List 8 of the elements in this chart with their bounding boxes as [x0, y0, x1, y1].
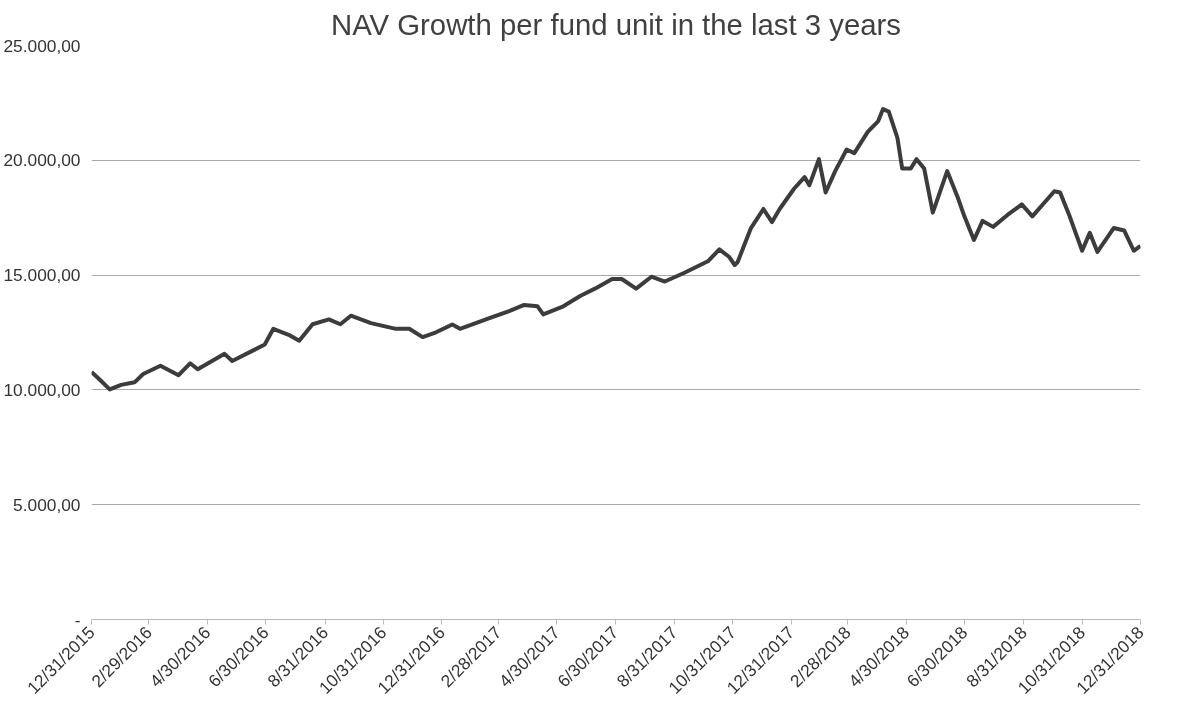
y-tick-label: 20.000,00: [3, 150, 81, 171]
y-tick-label: 25.000,00: [3, 35, 81, 56]
chart-title: NAV Growth per fund unit in the last 3 years: [331, 7, 902, 41]
y-tick-label: 5.000,00: [13, 494, 81, 515]
y-tick-label: -: [74, 609, 81, 630]
y-tick-label: 10.000,00: [3, 379, 81, 400]
line-series: [91, 107, 1141, 392]
y-tick-label: 15.000,00: [3, 265, 81, 286]
